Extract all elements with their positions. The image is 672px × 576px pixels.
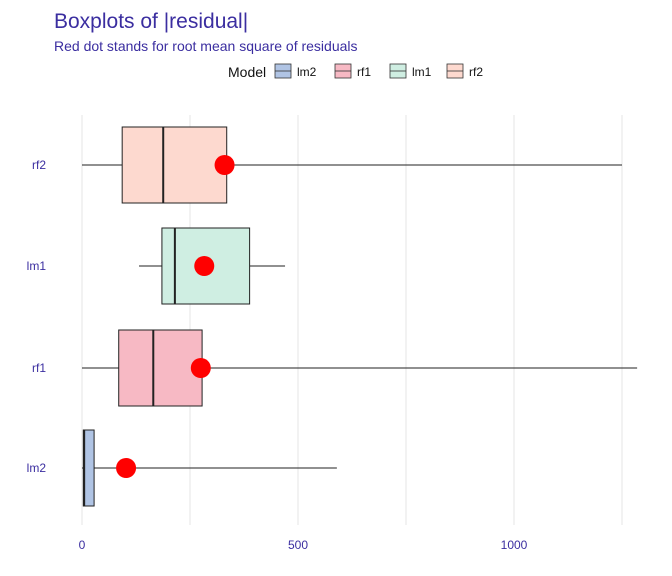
box-rf1 <box>82 329 638 407</box>
legend-label-rf2: rf2 <box>469 65 483 79</box>
box-lm1 <box>139 227 286 305</box>
y-tick-label-lm1: lm1 <box>27 259 47 273</box>
iqr-box-rf1 <box>118 329 203 407</box>
legend-label-lm2: lm2 <box>297 65 317 79</box>
chart-subtitle: Red dot stands for root mean square of r… <box>54 38 358 54</box>
legend-item-rf2: rf2 <box>446 63 483 79</box>
y-tick-label-rf1: rf1 <box>32 361 46 375</box>
rms-dot-lm1 <box>194 256 215 276</box>
grid <box>81 115 623 525</box>
x-tick-label-1000: 1000 <box>501 538 528 552</box>
box-rf2 <box>82 126 622 204</box>
legend-item-lm2: lm2 <box>274 63 317 79</box>
legend-item-lm1: lm1 <box>389 63 432 79</box>
rms-dot-rf1 <box>190 358 211 378</box>
x-tick-label-0: 0 <box>79 538 86 552</box>
box-lm2 <box>82 429 337 507</box>
iqr-box-rf2 <box>121 126 228 204</box>
boxes <box>82 126 638 507</box>
rms-dot-rf2 <box>214 155 235 175</box>
rms-dot-lm2 <box>116 458 137 478</box>
legend: Model lm2 rf1 lm1 rf2 <box>228 63 483 80</box>
y-tick-label-lm2: lm2 <box>27 461 47 475</box>
x-tick-label-500: 500 <box>288 538 308 552</box>
legend-label-rf1: rf1 <box>357 65 371 79</box>
y-axis-labels: rf2 lm1 rf1 lm2 <box>27 158 47 475</box>
y-tick-label-rf2: rf2 <box>32 158 46 172</box>
legend-label-lm1: lm1 <box>412 65 432 79</box>
legend-item-rf1: rf1 <box>334 63 371 79</box>
x-axis-labels: 0 500 1000 <box>79 538 528 552</box>
chart-title: Boxplots of |residual| <box>54 10 248 33</box>
legend-title: Model <box>228 64 266 80</box>
